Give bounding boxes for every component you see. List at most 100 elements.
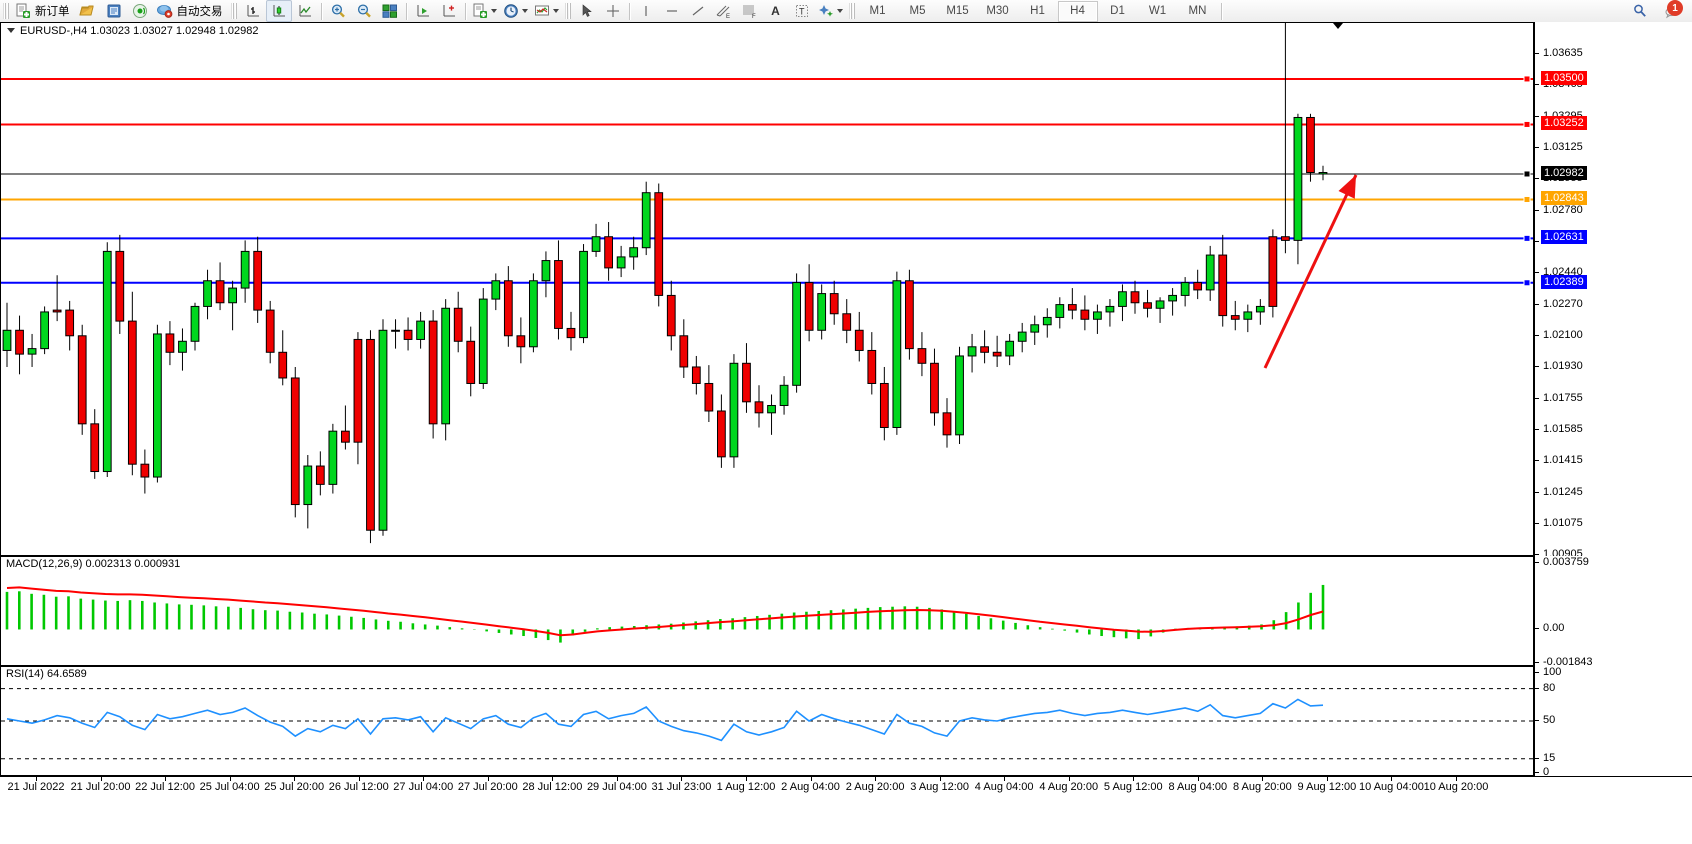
rsi-axis-tick bbox=[1535, 687, 1539, 689]
candlestick-chart-button[interactable] bbox=[265, 0, 292, 22]
time-axis-label: 5 Aug 12:00 bbox=[1103, 781, 1163, 793]
timeframe-m5[interactable]: M5 bbox=[909, 5, 926, 17]
templates-button[interactable] bbox=[531, 0, 562, 22]
timeframe-h1[interactable]: H1 bbox=[1030, 5, 1045, 17]
text-button[interactable]: A bbox=[763, 0, 789, 22]
bar-chart-button[interactable] bbox=[240, 0, 266, 22]
time-axis[interactable]: 21 Jul 2022 21 Jul 20:00 22 Jul 12:00 25 Ju… bbox=[0, 776, 1692, 800]
search-button[interactable] bbox=[1627, 0, 1653, 22]
timeframe-d1[interactable]: D1 bbox=[1110, 5, 1125, 17]
auto-scroll-button[interactable] bbox=[410, 0, 436, 22]
chevron-down-icon-4[interactable] bbox=[836, 9, 843, 13]
time-axis-tick bbox=[487, 777, 489, 781]
timeframe-w1[interactable]: W1 bbox=[1148, 5, 1167, 17]
rsi-chart-svg bbox=[1, 688, 1533, 760]
macd-pane[interactable]: MACD(12,26,9) 0.002313 0.000931 bbox=[0, 556, 1534, 666]
folder-button[interactable] bbox=[75, 0, 101, 22]
macd-axis-label: -0.001843 bbox=[1543, 656, 1593, 668]
autotrading-label: 自动交易 bbox=[176, 6, 223, 18]
svg-text:E: E bbox=[726, 14, 730, 19]
time-axis-label: 9 Aug 12:00 bbox=[1297, 781, 1357, 793]
trendline-button[interactable] bbox=[685, 0, 711, 22]
vertical-line-button[interactable] bbox=[633, 0, 659, 22]
price-pane[interactable]: EURUSD-,H4 1.03023 1.03027 1.02948 1.029… bbox=[0, 22, 1534, 556]
rsi-axis-label: 80 bbox=[1543, 681, 1556, 694]
symbol-info-text: EURUSD-,H4 1.03023 1.03027 1.02948 1.029… bbox=[20, 24, 259, 37]
autotrading-button[interactable]: 自动交易 bbox=[153, 0, 228, 22]
rsi-axis[interactable]: 100 80 50 15 0 bbox=[1534, 666, 1692, 778]
add-indicator-button[interactable] bbox=[469, 0, 500, 22]
toolbar-grip[interactable] bbox=[3, 3, 10, 19]
timeframe-m1[interactable]: M1 bbox=[869, 5, 886, 17]
time-axis-label: 10 Aug 04:00 bbox=[1359, 781, 1424, 793]
level-resistance-1-tag[interactable]: 1.03500 bbox=[1541, 70, 1587, 85]
time-axis-label: 8 Aug 20:00 bbox=[1232, 781, 1292, 793]
time-axis-tick bbox=[1262, 777, 1264, 781]
new-order-label: 新订单 bbox=[35, 6, 70, 18]
collapse-triangle-icon[interactable] bbox=[7, 28, 15, 33]
chevron-down-icon-3[interactable] bbox=[552, 9, 559, 13]
new-order-button[interactable]: 新订单 bbox=[12, 0, 75, 22]
shapes-button[interactable] bbox=[815, 0, 846, 22]
macd-chart-svg bbox=[5, 584, 1325, 643]
chevron-down-icon-2[interactable] bbox=[521, 9, 528, 13]
crosshair-button[interactable] bbox=[600, 0, 626, 22]
level-support-1-tag[interactable]: 1.02631 bbox=[1541, 230, 1587, 245]
time-axis-tick bbox=[1326, 777, 1328, 781]
time-axis-tick bbox=[1004, 777, 1006, 781]
period-button[interactable] bbox=[500, 0, 531, 22]
toolbar-grip-4[interactable] bbox=[848, 3, 856, 19]
horizontal-line-button[interactable] bbox=[659, 0, 685, 22]
level-resistance-2-tag[interactable]: 1.03252 bbox=[1541, 116, 1587, 131]
toolbar-separator-5 bbox=[1220, 2, 1222, 20]
price-axis-tick bbox=[1535, 398, 1539, 400]
cursor-button[interactable] bbox=[574, 0, 600, 22]
tile-windows-button[interactable] bbox=[377, 0, 403, 22]
chart-shift-button[interactable] bbox=[436, 0, 462, 22]
time-axis-label: 2 Aug 04:00 bbox=[781, 781, 840, 793]
timeframe-mn[interactable]: MN bbox=[1188, 5, 1207, 17]
toolbar-grip-2[interactable] bbox=[230, 3, 238, 19]
time-axis-tick bbox=[1391, 777, 1393, 781]
level-support-2-tag[interactable]: 1.02389 bbox=[1541, 274, 1587, 289]
chart-area[interactable]: EURUSD-,H4 1.03023 1.03027 1.02948 1.029… bbox=[0, 22, 1692, 844]
price-axis-label: 1.02270 bbox=[1543, 297, 1583, 310]
time-axis-label: 25 Jul 04:00 bbox=[199, 781, 260, 793]
level-pivot-tag[interactable]: 1.02843 bbox=[1541, 191, 1587, 206]
time-axis-label: 2 Aug 20:00 bbox=[845, 781, 905, 793]
signal-button[interactable] bbox=[127, 0, 153, 22]
rsi-pane[interactable]: RSI(14) 64.6589 bbox=[0, 666, 1534, 776]
time-axis-tick bbox=[229, 777, 231, 781]
equidistant-channel-button[interactable]: E bbox=[711, 0, 737, 22]
price-axis-tick bbox=[1535, 210, 1539, 212]
terminal-button[interactable] bbox=[101, 0, 127, 22]
zoom-in-button[interactable] bbox=[325, 0, 351, 22]
time-axis-label: 28 Jul 12:00 bbox=[522, 781, 583, 793]
chart-collapse-marker[interactable] bbox=[1333, 23, 1343, 29]
time-axis-label: 1 Aug 12:00 bbox=[716, 781, 776, 793]
zoom-out-button[interactable] bbox=[351, 0, 377, 22]
text-label-button[interactable]: T bbox=[789, 0, 815, 22]
time-axis-tick bbox=[875, 777, 877, 781]
macd-axis[interactable]: 0.003759 0.00 -0.001843 bbox=[1534, 556, 1692, 668]
fibonacci-button[interactable]: F bbox=[737, 0, 763, 22]
timeframe-m30[interactable]: M30 bbox=[986, 5, 1009, 17]
line-chart-button[interactable] bbox=[292, 0, 318, 22]
macd-axis-label: 0.00 bbox=[1543, 622, 1565, 635]
notification-button[interactable]: 1 bbox=[1657, 0, 1686, 22]
toolbar-grip-3[interactable] bbox=[564, 3, 572, 19]
timeframe-h4[interactable]: H4 bbox=[1057, 0, 1098, 22]
time-axis-label: 4 Aug 20:00 bbox=[1039, 781, 1099, 793]
price-axis-tick bbox=[1535, 491, 1539, 493]
price-chart-svg[interactable] bbox=[1, 23, 1533, 555]
price-axis[interactable]: 1.036351.034651.032951.031251.029551.027… bbox=[1534, 22, 1692, 560]
main-toolbar: 新订单 自动交易 bbox=[0, 0, 1692, 23]
time-axis-tick bbox=[423, 777, 425, 781]
level-current-price-tag[interactable]: 1.02982 bbox=[1541, 165, 1587, 180]
chevron-down-icon[interactable] bbox=[490, 9, 497, 13]
price-axis-tick bbox=[1535, 115, 1539, 117]
time-axis-tick bbox=[939, 777, 941, 781]
timeframe-m15[interactable]: M15 bbox=[946, 5, 969, 17]
price-axis-tick bbox=[1535, 84, 1539, 86]
rsi-axis-tick bbox=[1535, 772, 1539, 773]
